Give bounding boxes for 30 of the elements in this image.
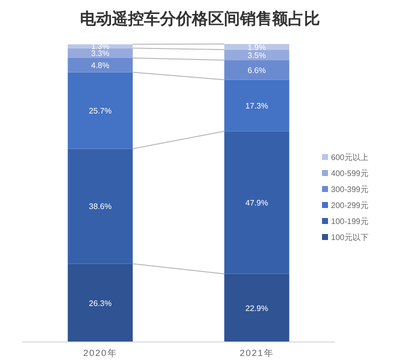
bar (68, 264, 133, 342)
legend-label: 600元以上 (331, 153, 368, 162)
bar (224, 80, 290, 132)
bar (224, 131, 290, 274)
data-label: 1.9% (248, 42, 266, 52)
bar (224, 60, 290, 80)
chart-title: 电动遥控车分价格区间销售额占比 (80, 10, 320, 28)
data-label: 17.3% (245, 101, 268, 110)
bar (68, 48, 133, 58)
x-tick-label: 2021年 (240, 348, 274, 358)
legend-label: 100元以下 (331, 233, 368, 242)
data-label: 26.3% (88, 298, 112, 308)
x-tick-label: 2020年 (83, 348, 118, 358)
bar (68, 58, 133, 72)
data-label: 47.9% (245, 198, 268, 208)
bar (68, 148, 133, 264)
legend-label: 400-599元 (331, 169, 368, 178)
data-label: 3.3% (91, 49, 110, 58)
data-label: 3.5% (248, 50, 266, 60)
data-label: 6.6% (248, 66, 266, 75)
data-label: 25.7% (88, 106, 112, 116)
data-label: 22.9% (245, 304, 268, 313)
legend-label: 100-199元 (331, 217, 368, 226)
bar (224, 50, 290, 60)
data-label: 4.8% (91, 61, 110, 70)
legend-label: 200-299元 (331, 201, 368, 210)
legend-label: 300-399元 (331, 185, 368, 194)
bar (68, 72, 133, 149)
bar (224, 274, 290, 342)
data-label: 38.6% (88, 202, 112, 212)
